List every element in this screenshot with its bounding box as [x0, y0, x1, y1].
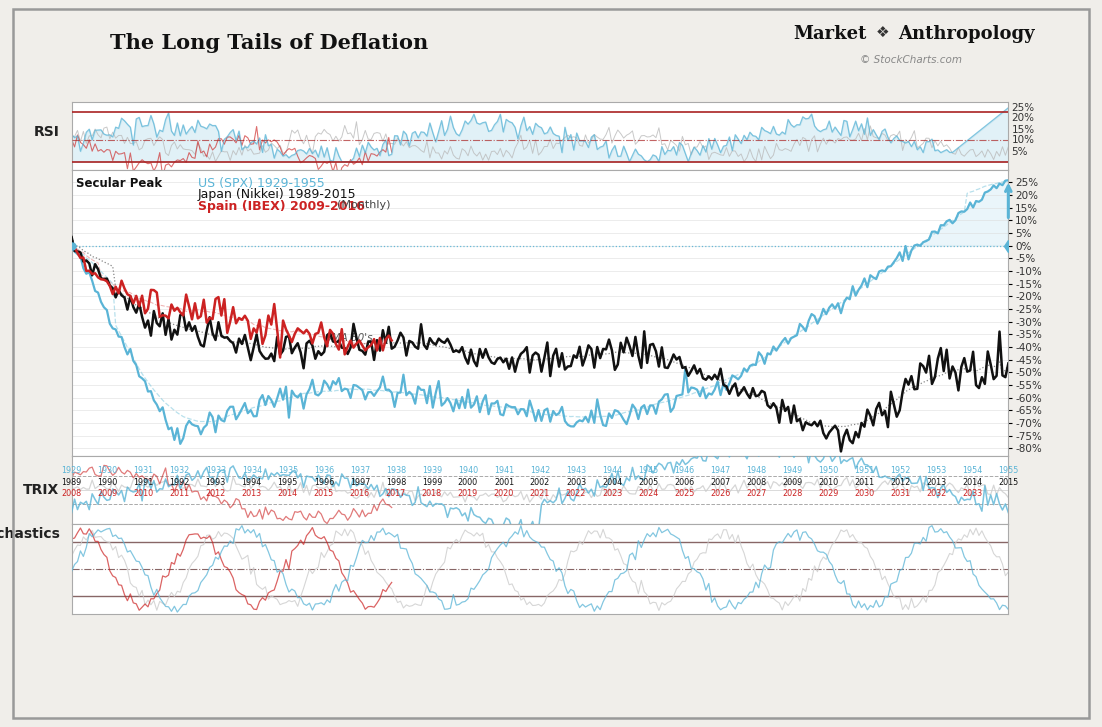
Text: 1993: 1993: [206, 478, 226, 487]
Text: 2030: 2030: [854, 489, 874, 499]
Text: 2005: 2005: [638, 478, 658, 487]
Text: 1929: 1929: [62, 466, 82, 475]
Text: 2014: 2014: [278, 489, 298, 499]
Text: 1951: 1951: [854, 466, 874, 475]
Text: 15%: 15%: [1012, 125, 1035, 134]
Text: 2029: 2029: [818, 489, 839, 499]
Text: 2010: 2010: [818, 478, 839, 487]
Text: 2008: 2008: [62, 489, 82, 499]
Text: 20%: 20%: [1012, 113, 1035, 123]
Text: 5%: 5%: [1012, 147, 1028, 156]
Text: 1949: 1949: [782, 466, 802, 475]
Text: 1995: 1995: [278, 478, 298, 487]
Text: Anthropology: Anthropology: [898, 25, 1035, 44]
Text: 1998: 1998: [386, 478, 406, 487]
Text: 1997: 1997: [349, 478, 370, 487]
Text: 1994: 1994: [241, 478, 262, 487]
Text: 2032: 2032: [926, 489, 947, 499]
Text: Stochastics: Stochastics: [0, 526, 60, 541]
Text: 2012: 2012: [206, 489, 226, 499]
Text: 2018: 2018: [422, 489, 442, 499]
Text: US (SPX) 1929-1955: US (SPX) 1929-1955: [198, 177, 325, 190]
Text: 2031: 2031: [890, 489, 910, 499]
Text: 1935: 1935: [278, 466, 298, 475]
Text: 25%: 25%: [1012, 103, 1035, 113]
Text: 1943: 1943: [566, 466, 586, 475]
Text: 2015: 2015: [314, 489, 334, 499]
Text: 2004: 2004: [602, 478, 623, 487]
Text: 1942: 1942: [530, 466, 550, 475]
Text: 1955: 1955: [998, 466, 1018, 475]
Text: 1990: 1990: [98, 478, 118, 487]
Text: 1936: 1936: [314, 466, 334, 475]
Text: 2012: 2012: [890, 478, 910, 487]
Text: 2000: 2000: [457, 478, 478, 487]
Text: 1930: 1930: [98, 466, 118, 475]
Text: 2025: 2025: [674, 489, 694, 499]
Text: 2022: 2022: [565, 489, 586, 499]
Text: 2026: 2026: [710, 489, 731, 499]
Text: 1944: 1944: [602, 466, 623, 475]
Text: 1952: 1952: [890, 466, 910, 475]
Text: 2014: 2014: [962, 478, 982, 487]
Text: 10%: 10%: [1012, 134, 1035, 145]
Text: 1940: 1940: [457, 466, 478, 475]
Text: 1941: 1941: [494, 466, 514, 475]
Text: 1989: 1989: [62, 478, 82, 487]
Text: ❖: ❖: [876, 25, 889, 41]
Text: 1946: 1946: [674, 466, 694, 475]
Text: 2013: 2013: [926, 478, 947, 487]
Text: Market: Market: [793, 25, 867, 44]
Text: 2024: 2024: [638, 489, 658, 499]
Text: 1937: 1937: [349, 466, 370, 475]
Text: 1933: 1933: [206, 466, 226, 475]
Text: 2001: 2001: [494, 478, 514, 487]
Text: 2019: 2019: [457, 489, 478, 499]
Text: 1948: 1948: [746, 466, 766, 475]
Text: 2007: 2007: [710, 478, 731, 487]
Text: 1939: 1939: [422, 466, 442, 475]
Text: 1938: 1938: [386, 466, 406, 475]
Text: 1934: 1934: [241, 466, 262, 475]
Text: © StockCharts.com: © StockCharts.com: [860, 55, 962, 65]
Text: 2028: 2028: [782, 489, 802, 499]
Text: 2006: 2006: [674, 478, 694, 487]
Text: (Monthly): (Monthly): [337, 200, 390, 209]
Text: 2020: 2020: [494, 489, 514, 499]
Text: 1931: 1931: [133, 466, 154, 475]
Text: 1950: 1950: [818, 466, 839, 475]
Text: 1991: 1991: [133, 478, 154, 487]
Text: 2008: 2008: [746, 478, 766, 487]
Text: 2010: 2010: [133, 489, 154, 499]
Text: 2021: 2021: [530, 489, 550, 499]
Text: 1996: 1996: [314, 478, 334, 487]
Text: 2033: 2033: [962, 489, 982, 499]
Text: 2011: 2011: [854, 478, 874, 487]
Text: 2003: 2003: [566, 478, 586, 487]
Text: 2002: 2002: [530, 478, 550, 487]
Text: 2017: 2017: [386, 489, 406, 499]
Text: 2015: 2015: [998, 478, 1018, 487]
Text: Japan (Nikkei) 1989-2015: Japan (Nikkei) 1989-2015: [198, 188, 357, 201]
Text: 1992: 1992: [170, 478, 190, 487]
Text: Secular Peak: Secular Peak: [76, 177, 162, 190]
Text: 2023: 2023: [602, 489, 623, 499]
Text: RSI: RSI: [33, 125, 60, 140]
Text: 2013: 2013: [241, 489, 262, 499]
Text: 2027: 2027: [746, 489, 766, 499]
Text: 1947: 1947: [710, 466, 731, 475]
Text: 2016: 2016: [349, 489, 370, 499]
Text: 2009: 2009: [782, 478, 802, 487]
Text: SMA 50's: SMA 50's: [324, 334, 372, 343]
Text: Spain (IBEX) 2009-2016: Spain (IBEX) 2009-2016: [198, 200, 365, 213]
Text: 1945: 1945: [638, 466, 658, 475]
Text: 2011: 2011: [170, 489, 190, 499]
Text: 2009: 2009: [98, 489, 118, 499]
Text: 1932: 1932: [170, 466, 190, 475]
Text: 1954: 1954: [962, 466, 982, 475]
Text: TRIX: TRIX: [23, 483, 60, 497]
Text: 1999: 1999: [422, 478, 442, 487]
Text: The Long Tails of Deflation: The Long Tails of Deflation: [110, 33, 429, 53]
Text: 1953: 1953: [926, 466, 947, 475]
